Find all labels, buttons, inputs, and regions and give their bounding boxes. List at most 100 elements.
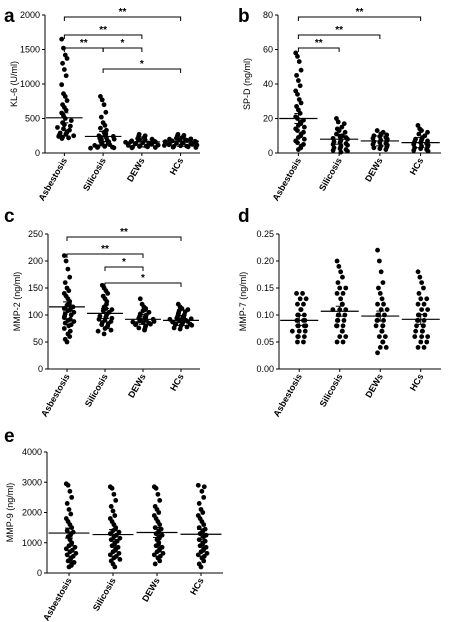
data-point <box>411 148 417 153</box>
significance-label: * <box>121 38 125 49</box>
data-point <box>330 148 336 153</box>
data-point <box>132 141 138 147</box>
data-point <box>338 269 344 275</box>
y-tick-label: 0.25 <box>256 229 274 239</box>
data-point <box>65 558 71 564</box>
y-tick-label: 20 <box>263 114 273 124</box>
data-point <box>377 291 383 296</box>
data-point <box>68 118 74 123</box>
data-point <box>60 60 65 66</box>
significance-label: * <box>141 273 145 284</box>
category-label: HCs <box>168 156 186 177</box>
data-point <box>294 72 299 78</box>
data-point <box>334 318 340 323</box>
data-point <box>110 508 116 514</box>
data-point <box>62 320 68 326</box>
data-point <box>294 291 299 296</box>
panel-letter: a <box>4 6 15 27</box>
data-point <box>337 285 343 291</box>
data-point <box>301 136 307 142</box>
data-point <box>100 308 106 314</box>
data-point <box>295 140 300 146</box>
data-point <box>152 561 158 567</box>
y-tick-label: 4000 <box>22 447 42 457</box>
y-tick-label: 0 <box>268 148 273 158</box>
data-point <box>379 328 385 334</box>
data-point <box>62 94 68 99</box>
data-point <box>384 307 390 312</box>
data-point <box>415 301 421 307</box>
data-point <box>66 323 72 329</box>
data-point <box>381 301 386 307</box>
data-point <box>295 147 301 152</box>
data-point <box>111 136 117 142</box>
data-point <box>295 91 300 97</box>
data-point <box>149 141 155 147</box>
data-point <box>64 552 70 558</box>
data-point <box>419 128 424 133</box>
data-point <box>295 301 300 307</box>
y-tick-label: 50 <box>33 337 43 347</box>
data-point <box>137 144 142 149</box>
data-point <box>425 334 431 339</box>
data-point <box>201 558 207 564</box>
data-point <box>64 528 70 534</box>
data-point <box>295 339 300 345</box>
data-point <box>373 323 379 329</box>
category-label: DEWs <box>126 372 148 400</box>
data-point <box>153 543 159 549</box>
data-point <box>296 328 302 334</box>
data-point <box>145 144 150 150</box>
data-point <box>375 350 380 356</box>
data-point <box>109 485 115 491</box>
category-label: Silicosis <box>81 156 108 193</box>
data-point <box>419 280 425 285</box>
y-tick-label: 100 <box>28 310 43 320</box>
data-point <box>69 494 75 500</box>
data-point <box>166 142 172 148</box>
panel-letter: b <box>238 6 250 27</box>
data-point <box>61 122 67 128</box>
significance-bracket <box>63 16 182 21</box>
significance-label: ** <box>99 25 107 36</box>
data-point <box>340 323 346 329</box>
data-point <box>298 67 304 73</box>
category-label: HCs <box>188 576 206 597</box>
category-label: DEWs <box>363 156 385 184</box>
data-point <box>381 318 386 323</box>
data-point <box>334 323 339 329</box>
data-point <box>334 258 340 264</box>
data-point <box>71 133 77 139</box>
panel-d: d 0.00 0.05 0.10 0.15 0.20 0.25 MMP-7 (ng/ml) As… <box>238 206 441 419</box>
data-point <box>418 339 424 345</box>
data-point <box>198 564 204 570</box>
data-point <box>302 328 308 334</box>
panel-e: e 0 1000 2000 3000 4000 MMP-9 (ng/ml) Asbestosi… <box>4 426 223 622</box>
data-point <box>374 128 380 133</box>
y-tick-label: 150 <box>28 283 43 293</box>
data-point <box>61 126 66 132</box>
category-label: Asbestosis <box>271 372 304 419</box>
data-point <box>201 522 207 527</box>
category-label: HCs <box>408 372 426 393</box>
data-point <box>151 319 157 324</box>
data-point <box>59 136 65 141</box>
data-point <box>153 485 159 491</box>
y-tick-label: 0.10 <box>256 310 274 320</box>
data-point <box>338 149 344 155</box>
data-point <box>415 269 421 275</box>
data-point <box>107 552 113 558</box>
significance-label: ** <box>315 38 323 49</box>
data-point <box>59 36 65 42</box>
data-point <box>171 325 177 331</box>
data-point <box>59 82 65 88</box>
data-point <box>156 510 162 515</box>
data-point <box>421 301 427 307</box>
data-point <box>95 328 101 334</box>
category-label: HCs <box>408 156 426 177</box>
category-label: Silicosis <box>318 372 345 409</box>
category-label: Silicosis <box>91 576 118 613</box>
data-point <box>61 253 67 258</box>
data-point <box>117 556 123 562</box>
data-point <box>343 285 349 291</box>
